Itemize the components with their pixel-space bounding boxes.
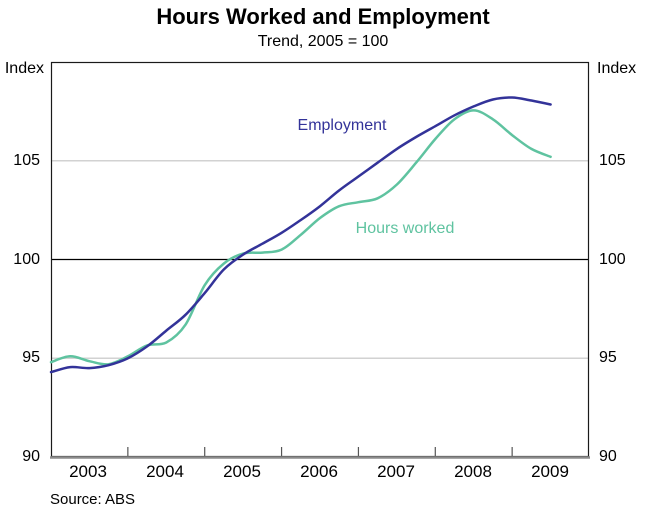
source-note: Source: ABS [50,491,136,508]
y-tick-label-right-90: 90 [599,448,617,465]
x-tick-label-2007: 2007 [377,462,415,481]
y-tick-label-left-90: 90 [22,448,40,465]
chart-title: Hours Worked and Employment [156,4,490,29]
x-tick-label-2006: 2006 [300,462,338,481]
y-axis-unit-right: Index [597,60,637,77]
y-axis-unit-left: Index [4,60,44,77]
y-tick-label-left-100: 100 [13,251,40,268]
x-tick-label-2003: 2003 [69,462,107,481]
x-tick-label-2005: 2005 [223,462,261,481]
y-tick-label-right-95: 95 [599,349,617,366]
series-label-hours-worked: Hours worked [355,220,455,237]
x-tick-label-2004: 2004 [146,462,184,481]
x-tick-label-2008: 2008 [454,462,492,481]
x-tick-label-2009: 2009 [531,462,569,481]
series-label-employment: Employment [297,117,387,134]
y-tick-label-right-100: 100 [599,251,626,268]
y-tick-label-left-105: 105 [13,152,40,169]
y-tick-label-left-95: 95 [22,349,40,366]
y-tick-label-right-105: 105 [599,152,626,169]
chart-subtitle: Trend, 2005 = 100 [257,33,389,50]
